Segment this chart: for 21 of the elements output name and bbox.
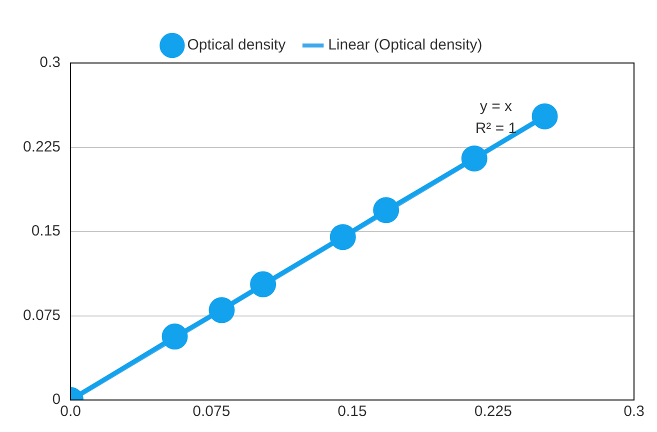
annotation: R² = 1 — [475, 120, 517, 138]
legend-label: Linear (Optical density) — [328, 36, 482, 54]
x-tick-label: 0.225 — [474, 403, 512, 420]
y-tick-label: 0.15 — [31, 222, 61, 240]
x-tick-label: 0.075 — [192, 403, 230, 420]
point — [461, 145, 488, 172]
x-tick-label: 0.15 — [338, 403, 367, 420]
annotation: y = x — [480, 98, 512, 116]
point — [330, 224, 356, 250]
y-tick-label: 0.075 — [22, 306, 61, 324]
legend-label: Optical density — [187, 36, 286, 54]
point — [250, 271, 276, 298]
y-tick-label: 0.3 — [40, 54, 61, 72]
point — [373, 197, 400, 224]
point — [208, 297, 235, 324]
point — [532, 103, 558, 130]
y-tick-label: 0.225 — [22, 138, 61, 156]
x-tick-label: 0.0 — [60, 403, 81, 420]
x-tick-label: 0.3 — [624, 403, 644, 420]
point — [162, 324, 188, 350]
y-tick-label: 0 — [52, 391, 61, 408]
